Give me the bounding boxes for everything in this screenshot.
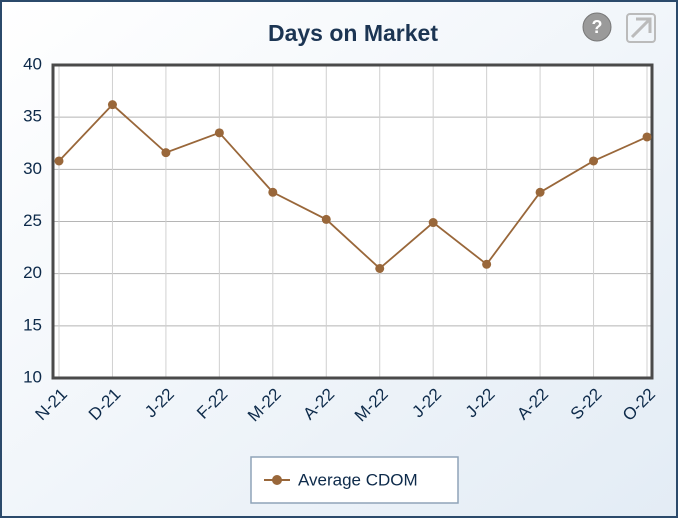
y-tick-label: 20 [23,263,42,282]
point [589,156,599,166]
point [642,132,652,142]
point [321,214,331,224]
point [214,128,224,138]
y-tick-label: 40 [23,54,42,73]
y-tick-label: 35 [23,107,42,126]
y-tick-label: 10 [23,367,42,386]
point [428,218,438,228]
settings-icon[interactable] [626,13,656,43]
y-tick-label: 25 [23,211,42,230]
y-tick-label: 15 [23,315,42,334]
point [375,263,385,273]
point [482,259,492,269]
point [268,187,278,197]
help-icon[interactable]: ? [582,12,612,42]
legend-marker [272,475,282,485]
y-tick-label: 30 [23,159,42,178]
chart-title: Days on Market [268,20,438,46]
point [54,156,64,166]
plot-border [51,63,654,380]
point [107,100,117,110]
svg-text:?: ? [592,17,603,37]
legend-label: Average CDOM [298,470,418,489]
point [535,187,545,197]
point [161,148,171,158]
series-line [58,103,648,270]
